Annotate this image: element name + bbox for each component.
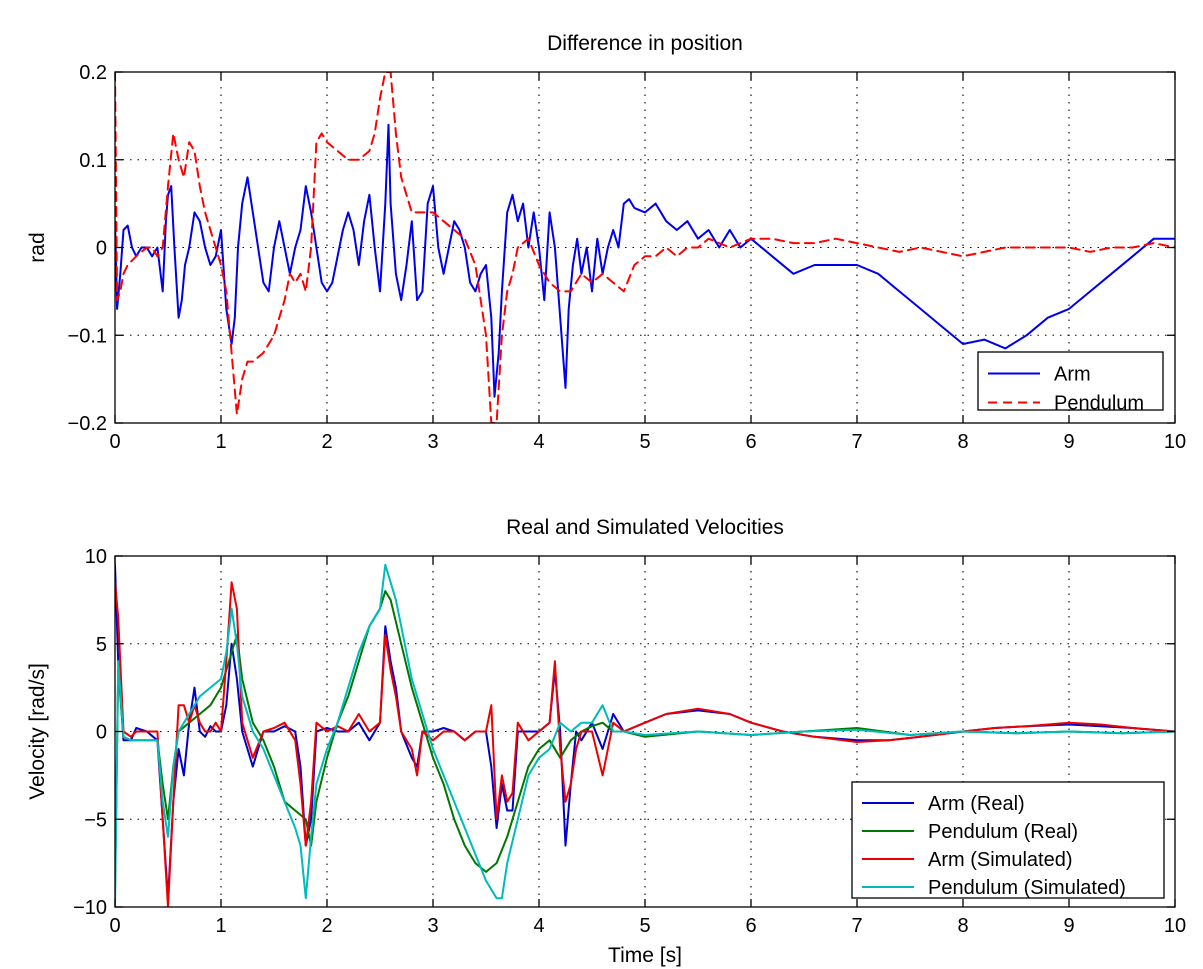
legend: Arm Pendulum: [977, 351, 1164, 415]
position-difference-axes: 0 1 2 3 4 5 6 7 8 9 10 −0.2 −0.1 0 0.1 0.2 Difference in…: [26, 32, 1186, 453]
x-tick-label: 5: [639, 431, 650, 453]
x-tick-label: 6: [745, 915, 756, 937]
y-tick-label: 5: [96, 634, 107, 656]
x-tick-label: 1: [215, 431, 226, 453]
x-tick-label: 9: [1063, 431, 1074, 453]
y-tick-label: 10: [85, 546, 107, 568]
x-tick-label: 6: [745, 431, 756, 453]
x-tick-label: 4: [533, 915, 544, 937]
series-line-pendulum-simulated: [115, 563, 1175, 907]
y-tick-label: −5: [84, 809, 107, 831]
y-tick-label: 0.2: [79, 62, 107, 84]
legend-label: Pendulum: [1054, 393, 1144, 415]
legend-label: Pendulum (Real): [928, 821, 1078, 843]
series-line-arm: [115, 123, 1175, 398]
x-tick-label: 3: [427, 431, 438, 453]
chart-title: Real and Simulated Velocities: [506, 516, 784, 539]
x-tick-label: 0: [109, 431, 120, 453]
series-line-arm-real: [115, 563, 1175, 900]
legend-box: [851, 781, 1165, 899]
series-group: [115, 563, 1175, 907]
x-tick-label: 4: [533, 431, 544, 453]
x-tick-label: 1: [215, 915, 226, 937]
chart-title: Difference in position: [547, 32, 743, 55]
x-axis-label: Time [s]: [608, 944, 682, 967]
x-tick-label: 0: [109, 915, 120, 937]
y-tick-label: −0.2: [68, 413, 107, 435]
x-tick-label: 2: [321, 431, 332, 453]
legend: Arm (Real) Pendulum (Real) Arm (Simulated)…: [851, 781, 1165, 899]
x-tick-label: 10: [1164, 915, 1186, 937]
y-axis-label: Velocity [rad/s]: [26, 663, 49, 800]
x-tick-label: 2: [321, 915, 332, 937]
x-tick-label: 10: [1164, 431, 1186, 453]
x-tick-label: 8: [957, 915, 968, 937]
x-tick-label: 9: [1063, 915, 1074, 937]
legend-box: [977, 351, 1164, 411]
series-line-arm-simulated: [115, 581, 1175, 907]
x-tick-label: 5: [639, 915, 650, 937]
y-tick-label: 0: [96, 722, 107, 744]
x-tick-label: 3: [427, 915, 438, 937]
x-tick-label: 7: [851, 915, 862, 937]
legend-label: Pendulum (Simulated): [928, 877, 1126, 899]
y-tick-label: −0.1: [68, 325, 107, 347]
x-tick-label: 8: [957, 431, 968, 453]
y-tick-label: 0.1: [79, 150, 107, 172]
y-axis-label: rad: [26, 232, 49, 262]
x-tick-label: 7: [851, 431, 862, 453]
series-group: [115, 72, 1175, 423]
legend-label: Arm (Real): [928, 793, 1025, 815]
legend-label: Arm (Simulated): [928, 849, 1072, 871]
series-line-pendulum: [115, 72, 1175, 423]
velocity-axes: 0 1 2 3 4 5 6 7 8 9 10 −10 −5 0 5 10 Real and Simulated …: [26, 516, 1186, 967]
legend-label: Arm: [1054, 364, 1091, 386]
y-tick-label: 0: [96, 238, 107, 260]
y-tick-label: −10: [73, 897, 107, 919]
